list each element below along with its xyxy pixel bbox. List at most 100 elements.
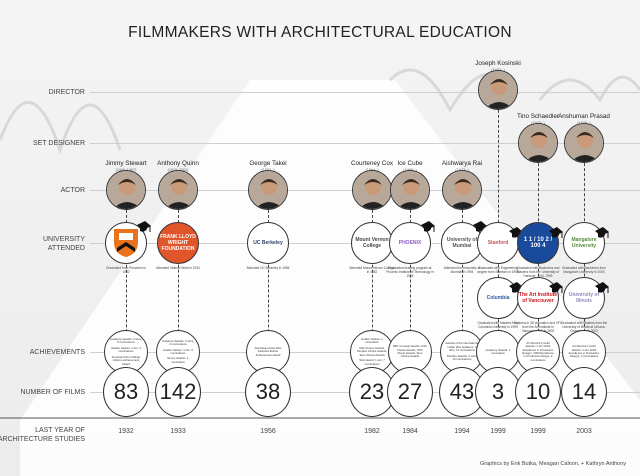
university-logo: Mangalore University [563,222,605,264]
university-logo: FRANK LLOYD WRIGHT FOUNDATION [157,222,199,264]
graduation-cap-icon [548,226,564,240]
person-photo [106,170,146,210]
achievement-text: Kids Choice Awards, Peoples Choice Award… [356,345,388,357]
education-caption-2: Graduated with Masters from Columbia Uni… [477,321,519,329]
achievements-circle: Awards of the International Indian Film … [440,330,484,374]
achievement-text: American Film Institute Lifetime Achieve… [111,354,141,366]
credit-text: Graphics by Erik Butka, Meagan Calnon, +… [480,461,626,467]
row-label-achievements: ACHIEVEMENTS [29,349,85,356]
achievement-text: SAG Award: 1 win, 7 nominations [359,358,385,366]
person-name-text: Joseph Kosinski [475,60,521,67]
row-label-films: NUMBER OF FILMS [20,389,85,396]
film-count: 3 [475,367,521,417]
last-year: 1994 [454,428,470,435]
achievement-text: Academy Awards: 1 nomination [485,347,511,355]
film-count: 10 [515,367,561,417]
person-name-text: Jimmy Stewart [105,160,147,167]
row-line-director [90,92,640,93]
achievement-text: Emmy Awards: 1 nomination [167,356,189,364]
person-photo [442,170,482,210]
last-year: 1932 [118,428,134,435]
film-count: 38 [245,367,291,417]
university-logo: UC Berkeley [247,222,289,264]
film-count: 14 [561,367,607,417]
education-caption: Graduated with Bachelors from Mangalore … [562,266,606,274]
person-photo [478,70,518,110]
film-count: 83 [103,367,149,417]
achievement-text: Academy Awards: 2 wins, 5 nominations [110,337,142,345]
achievements-circle: Art Director's Guild Awards: 1 win (2011… [562,330,606,374]
person-photo [352,170,392,210]
row-label-set-designer: SET DESIGNER [33,140,85,147]
person-photo [518,123,558,163]
graduation-cap-icon [594,281,610,295]
dashed-connector [410,190,411,392]
film-count: 27 [387,367,433,417]
university-logo: University of Mumbai [441,222,483,264]
film-count: 142 [155,367,201,417]
achievement-text: Golden Globes: 1 win, 5 nominations [163,347,193,355]
person-name-text: Aishwarya Rai [441,160,483,167]
row-label-actor: ACTOR [60,187,85,194]
dashed-connector [584,143,585,392]
dashed-connector [538,143,539,392]
row-label-university: UNIVERSITY ATTENDED [42,236,85,252]
university-logo: PHOENIX [389,222,431,264]
last-year: 1999 [490,428,506,435]
person-photo [390,170,430,210]
education-caption: Attended Mount Vernon College in 1982 [349,266,395,274]
last-year: 2003 [576,428,592,435]
achievement-text: Golden Globes: 1 win, 3 nominations [111,345,141,354]
education-caption: Attended the University of Mumbai in 199… [443,266,481,274]
education-caption: Attended Taliesin West in 1933 [156,266,200,270]
achievement-text: Awards of the International Indian Film … [445,341,479,353]
achievement-text: Golden Globes: 1 nomination [361,337,383,345]
dashed-connector [372,190,373,392]
education-caption: Graduated from Princeton in 1932 [105,266,147,274]
person-name-text: Tino Schaedler [516,113,560,120]
row-line-set-designer [90,143,640,144]
graduation-cap-icon [594,226,610,240]
graduation-cap-icon [548,281,564,295]
achievements-circle: Academy Awards: 2 wins, 4 nominations Gol… [156,330,200,374]
last-year: 1982 [364,428,380,435]
dashed-connector [462,190,463,392]
education-caption: Attended UC Berkeley in 1956 [246,266,290,270]
last-year: 1984 [402,428,418,435]
dashed-connector [126,190,127,392]
person-photo [248,170,288,210]
person-name-text: George Takei [249,160,287,167]
university-logo-2: The Art Institute of Vancouver [517,277,559,319]
person-name-text: Anshuman Prasad [558,113,610,120]
achievement-text: BET Comedy Awards, Kids Choice Awards, M… [393,344,427,359]
achievements-circle: BET Comedy Awards, Kids Choice Awards, M… [388,330,432,374]
university-logo-2: University of Illinois [563,277,605,319]
achievements-circle: Art Director's Guild Awards: 1 win (2011… [516,330,560,374]
education-caption: Graduated with Engineering degree from S… [477,266,519,274]
page-title: FILMMAKERS WITH ARCHITECTURAL EDUCATION [128,24,512,41]
graduation-cap-icon [420,220,436,234]
education-caption: Graduated with Bachelors and Masters fro… [516,266,560,278]
education-caption: Graduated drafting program at Phoenix In… [386,266,434,278]
person-name-text: Anthony Quinn [157,160,199,167]
achievement-text: San Diego Asian Film Festival Lifetime A… [254,345,282,357]
row-label-director: DIRECTOR [48,89,85,96]
dashed-connector [268,190,269,392]
achievement-text: Art Director's Guild Awards: 1 win (2011… [522,340,554,362]
person-photo [564,123,604,163]
achievement-text: Art Director's Guild Awards: 1 win (2011… [568,344,600,359]
dashed-connector [178,190,179,392]
achievements-circle: Golden Globes: 1 nomination Kids Choice A… [350,330,394,374]
last-year: 1956 [260,428,276,435]
university-logo: 1 1 / 10 2 / 100 4 [517,222,559,264]
person-photo [158,170,198,210]
graduation-cap-icon [136,220,152,234]
last-year: 1999 [530,428,546,435]
row-label-last-year: LAST YEAR OF ARCHITECTURE STUDIES [0,427,85,443]
last-year: 1933 [170,428,186,435]
achievement-text: Filmfare Awards: 2 wins, 10 nominations [446,353,478,362]
university-logo: Mount Vernon College [351,222,393,264]
university-logo [105,222,147,264]
person-name-text: Ice Cube [397,160,423,167]
film-count: 23 [349,367,395,417]
